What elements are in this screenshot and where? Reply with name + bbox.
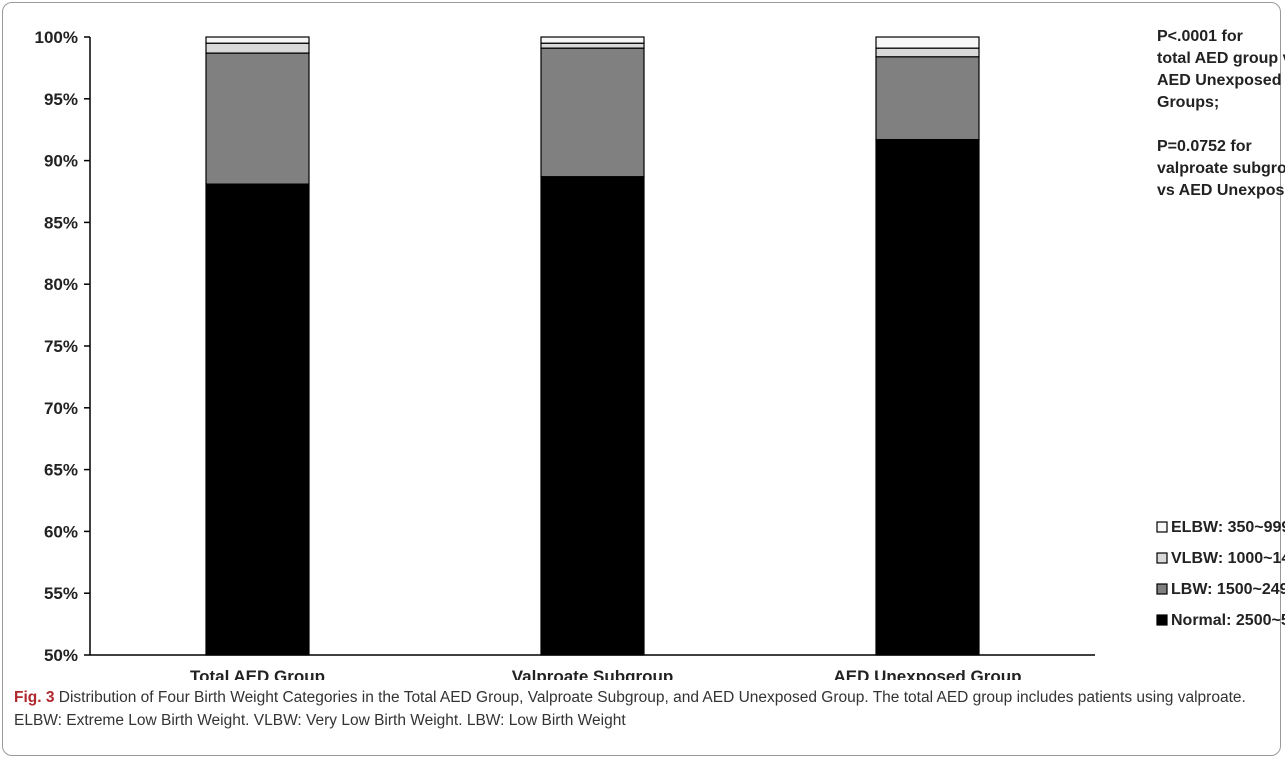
annotation-line: P<.0001 for bbox=[1157, 28, 1243, 45]
legend-swatch bbox=[1156, 552, 1168, 564]
legend: ELBW: 350~999g VLBW: 1000~1499g LBW: 1500~… bbox=[1156, 519, 1285, 629]
x-category-label: AED Unexposed Group bbox=[834, 667, 1022, 680]
bars bbox=[205, 36, 980, 656]
y-tick-label: 100% bbox=[35, 28, 78, 47]
legend-swatch bbox=[1156, 583, 1168, 595]
bar-segment-elbw bbox=[205, 36, 310, 44]
y-tick-label: 90% bbox=[44, 152, 78, 171]
bar-segment-elbw bbox=[540, 36, 645, 44]
bar-segment-vlbw bbox=[205, 42, 310, 54]
legend-swatch bbox=[1156, 521, 1168, 533]
legend-entry: Normal: 2500~5999g bbox=[1171, 612, 1285, 629]
bar-segment-normal bbox=[540, 176, 645, 656]
y-tick-label: 75% bbox=[44, 337, 78, 356]
bar-segment-lbw bbox=[875, 56, 980, 141]
figure-caption: Fig. 3 Distribution of Four Birth Weight… bbox=[14, 686, 1264, 732]
bar-segment-lbw bbox=[205, 52, 310, 185]
bar-segment-elbw bbox=[875, 36, 980, 49]
y-tick-label: 80% bbox=[44, 275, 78, 294]
y-tick-label: 50% bbox=[44, 646, 78, 665]
y-tick-label: 95% bbox=[44, 90, 78, 109]
caption-text: Distribution of Four Birth Weight Catego… bbox=[14, 689, 1246, 729]
x-category-label: Total AED Group bbox=[190, 667, 325, 680]
y-tick-label: 85% bbox=[44, 213, 78, 232]
annotation-line: vs AED Unexposed bbox=[1157, 182, 1285, 199]
x-category-label: Valproate Subgroup bbox=[512, 667, 674, 680]
bar-segment-lbw bbox=[540, 47, 645, 178]
legend-entry: ELBW: 350~999g bbox=[1171, 519, 1285, 536]
annotation-line: P=0.0752 for bbox=[1157, 138, 1252, 155]
p-value-annotation: P<.0001 for total AED group vs AED Unexpo… bbox=[1157, 28, 1285, 199]
annotation-line: AED Unexposed bbox=[1157, 72, 1281, 89]
bar-segment-vlbw bbox=[540, 42, 645, 49]
legend-entry: LBW: 1500~2499g bbox=[1171, 581, 1285, 598]
annotation-line: total AED group vs bbox=[1157, 50, 1285, 67]
bar-segment-normal bbox=[875, 138, 980, 656]
legend-swatch bbox=[1156, 614, 1168, 626]
stacked-bar-chart: 50% 55% 60% 65% 70% 75% 80% 85% 90% 95% 100% Total… bbox=[35, 28, 1285, 680]
figure-label: Fig. 3 bbox=[14, 689, 55, 706]
annotation-line: valproate subgroup bbox=[1157, 160, 1285, 177]
legend-entry: VLBW: 1000~1499g bbox=[1171, 550, 1285, 567]
y-tick-label: 60% bbox=[44, 522, 78, 541]
y-tick-label: 70% bbox=[44, 399, 78, 418]
bar-segment-vlbw bbox=[875, 47, 980, 58]
y-tick-label: 55% bbox=[44, 584, 78, 603]
bar-segment-normal bbox=[205, 183, 310, 656]
annotation-line: Groups; bbox=[1157, 94, 1219, 111]
y-tick-label: 65% bbox=[44, 461, 78, 480]
x-axis-labels: Total AED Group Valproate Subgroup AED Une… bbox=[190, 667, 1022, 680]
